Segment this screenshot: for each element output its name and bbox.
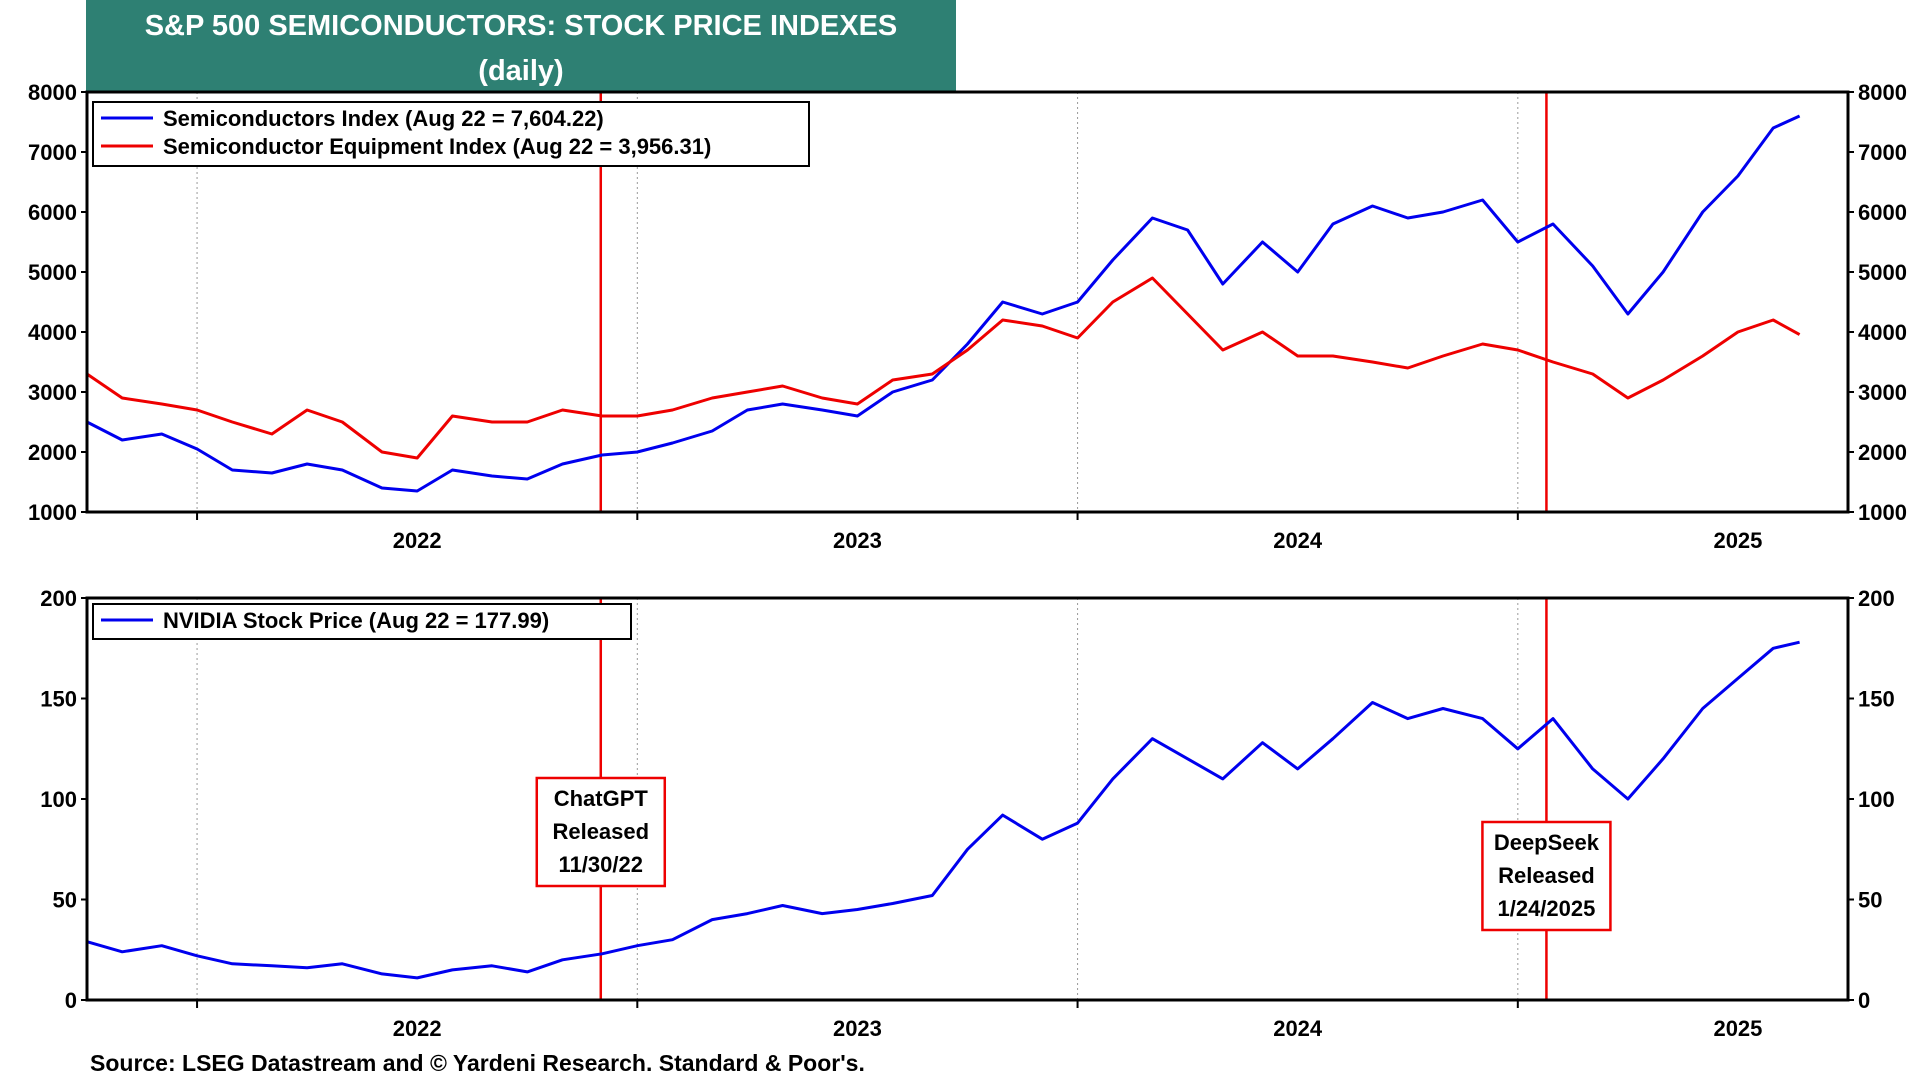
y-tick-label-left: 4000 [28,320,77,345]
y-tick-label-left: 50 [53,888,77,913]
y-tick-label-right: 5000 [1858,260,1907,285]
x-tick-label: 2025 [1713,528,1762,553]
series-line-red [86,276,1801,460]
series-line-blue [86,640,1800,980]
chart-title-line1: S&P 500 SEMICONDUCTORS: STOCK PRICE INDE… [144,10,898,42]
y-tick-label-left: 0 [65,988,77,1013]
event-annotation-text: Released [552,819,649,844]
y-tick-label-left: 150 [40,687,77,712]
y-tick-label-left: 6000 [28,200,77,225]
plot-frame [85,90,1850,514]
y-tick-label-right: 6000 [1858,200,1907,225]
event-annotation-text: 11/30/22 [559,852,643,877]
y-tick-label-right: 1000 [1858,500,1907,525]
event-annotation-text: DeepSeek [1494,830,1600,855]
legend-box [92,101,810,167]
x-tick-label: 2022 [393,1016,442,1041]
legend-box [92,603,632,640]
x-tick-label: 2025 [1713,1016,1762,1041]
event-annotation-text: Released [1498,863,1595,888]
y-tick-label-left: 7000 [28,140,77,165]
y-tick-label-left: 1000 [28,500,77,525]
series-line-blue [86,114,1801,493]
legend-label: Semiconductor Equipment Index (Aug 22 = … [163,134,711,159]
y-tick-label-right: 4000 [1858,320,1907,345]
legend-label: NVIDIA Stock Price (Aug 22 = 177.99) [163,608,549,633]
plot-frame [85,596,1850,1002]
legend-label: Semiconductors Index (Aug 22 = 7,604.22) [163,106,604,131]
chart-title-line2: (daily) [478,55,564,87]
y-tick-label-left: 5000 [28,260,77,285]
y-tick-label-right: 200 [1858,586,1895,611]
x-tick-label: 2024 [1273,528,1323,553]
event-annotation-box [535,776,667,888]
event-annotation-box [1481,820,1612,932]
y-tick-label-left: 3000 [28,380,77,405]
event-annotation-text: 1/24/2025 [1497,896,1595,921]
y-tick-label-right: 3000 [1858,380,1907,405]
event-annotation-text: ChatGPT [554,786,649,811]
y-tick-label-left: 100 [40,787,77,812]
x-tick-label: 2023 [833,528,882,553]
y-tick-label-right: 2000 [1858,440,1907,465]
y-tick-label-left: 2000 [28,440,77,465]
y-tick-label-right: 7000 [1858,140,1907,165]
x-tick-label: 2024 [1273,1016,1323,1041]
y-tick-label-right: 50 [1858,888,1882,913]
chart-title-banner: S&P 500 SEMICONDUCTORS: STOCK PRICE INDE… [86,0,956,92]
y-tick-label-right: 8000 [1858,80,1907,105]
y-tick-label-right: 100 [1858,787,1895,812]
y-tick-label-left: 200 [40,586,77,611]
x-tick-label: 2022 [393,528,442,553]
y-tick-label-left: 8000 [28,80,77,105]
y-tick-label-right: 0 [1858,988,1870,1013]
y-tick-label-right: 150 [1858,687,1895,712]
source-note: Source: LSEG Datastream and © Yardeni Re… [90,1050,865,1076]
x-tick-label: 2023 [833,1016,882,1041]
